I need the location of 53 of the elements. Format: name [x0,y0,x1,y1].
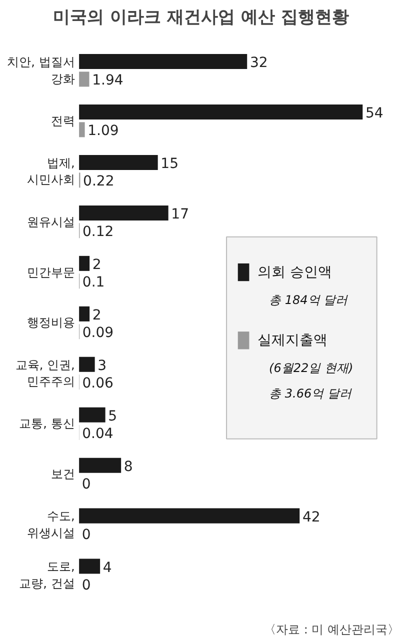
y-tick-label: 치안, 법질서 강화 [7,54,75,86]
bar [79,306,90,322]
bar [79,72,90,87]
data-label: 8 [124,458,133,475]
data-label: 5 [108,408,118,424]
text: 〈자료 : 미 예산관리국〉 [264,622,400,636]
data-label: 17 [171,206,189,222]
bar [79,558,100,574]
data-label: 32 [250,55,268,72]
data-label: 0.12 [82,224,114,240]
bar [79,356,95,372]
bar [79,508,300,524]
data-label: 0.22 [83,174,114,190]
data-label: 15 [160,156,178,172]
data-label: 0 [82,476,91,492]
annotation: 총 3.66억 달러 [269,386,352,400]
legend-label: 실제지출액 [258,332,328,348]
bar [79,407,106,422]
y-tick-label: 원유시설 [26,214,75,229]
y-tick-label: 도로, 교량, 건설 [19,560,75,591]
y-tick-label: 교통, 통신 [19,416,75,431]
bar [79,458,122,473]
data-label: 2 [92,307,102,324]
data-label: 54 [365,106,384,122]
y-tick-label: 수도, 위생시설 [26,509,75,540]
data-label: 0 [82,577,91,594]
chart-title: 미국의 이라크 재건사업 예산 집행현황 [53,8,349,28]
y-tick-label: 보건 [50,467,75,482]
data-label: 1.09 [88,123,119,140]
data-label: 42 [302,509,320,526]
legend-label: 의회 승인액 [258,264,332,280]
y-tick-label: 법제, 시민사회 [26,156,75,187]
data-label: 2 [92,256,102,273]
annotation: (6월22일 현재) [269,361,354,376]
bar [79,54,248,70]
data-label: 3 [98,358,107,374]
bar [79,104,363,120]
y-tick-label: 전력 [50,114,75,128]
data-label: 1.94 [92,72,124,89]
data-label: 0.06 [82,376,114,392]
annotation: 총 184억 달러 [269,293,349,308]
y-tick-label: 행정비용 [26,316,75,330]
bar [79,205,168,220]
bar [79,154,158,170]
data-label: 4 [102,560,112,576]
y-tick-label: 민간부문 [26,265,75,280]
y-tick-label: 교육, 인권, 민주주의 [15,358,75,389]
data-label: 0 [82,526,91,543]
bar [79,256,90,271]
data-label: 0.09 [82,325,114,342]
data-label: 0.1 [82,274,105,291]
bar [79,122,85,138]
data-label: 0.04 [82,426,114,442]
